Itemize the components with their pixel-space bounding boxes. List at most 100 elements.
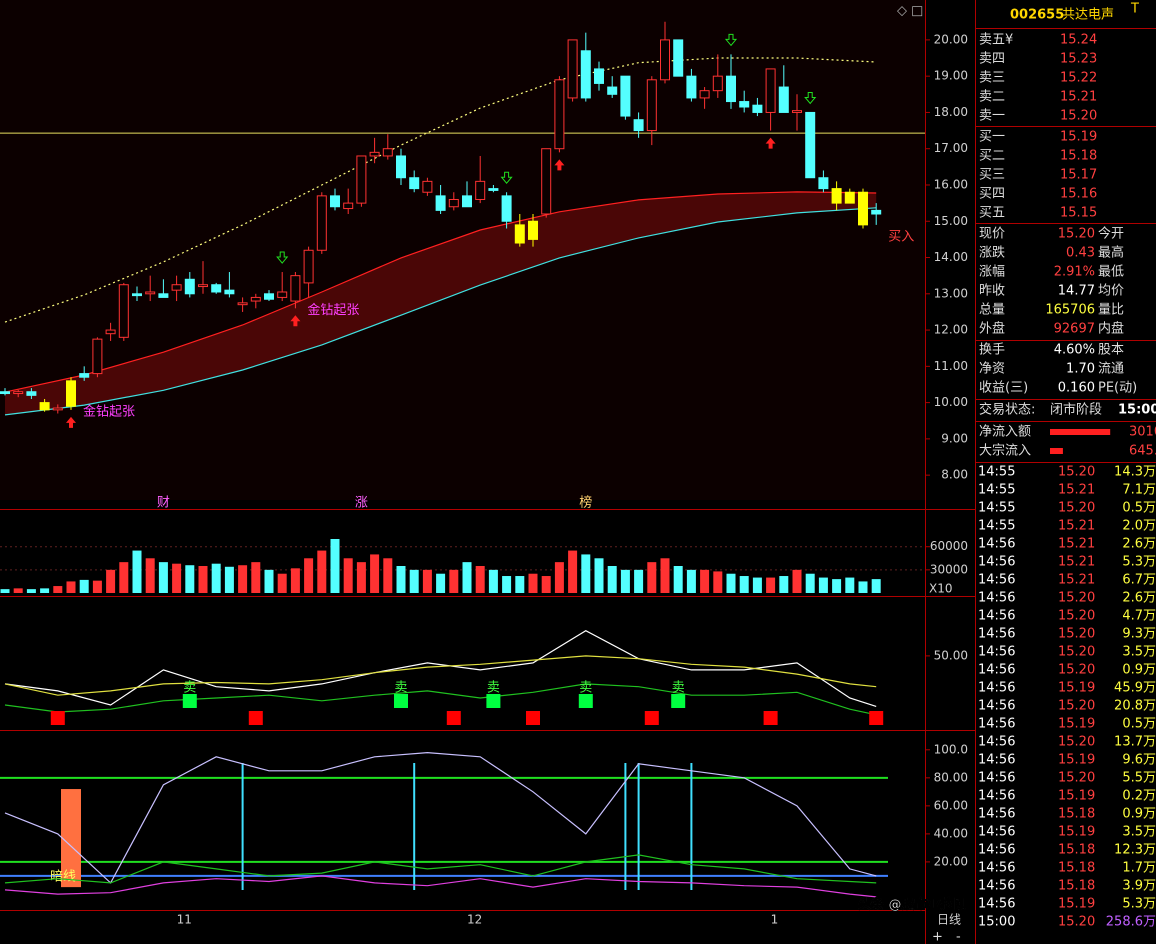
trade-volume: 2.0万 (1122, 519, 1156, 534)
sell-marker (578, 694, 593, 708)
book-price: 15.21 (1060, 90, 1097, 105)
trade-price: 15.19 (1058, 897, 1095, 912)
indicator-line (4, 191, 877, 393)
volume-bar (277, 573, 287, 593)
annotation: 金钻起张 (83, 403, 135, 419)
volume-bar (409, 569, 419, 593)
candle-body (26, 391, 37, 396)
fund-value: 1.70 (1066, 362, 1095, 377)
buy-arrow (765, 137, 776, 149)
trade-time: 14:56 (978, 717, 1015, 732)
trade-time: 14:56 (978, 681, 1015, 696)
indicator-line (4, 57, 877, 323)
icon[interactable]: □ (911, 4, 923, 19)
volume-bar (396, 566, 406, 593)
trade-time: 14:55 (978, 465, 1015, 480)
zoom-out[interactable]: - (956, 930, 961, 944)
trade-time: 14:56 (978, 645, 1015, 660)
book-label: 买二 (979, 149, 1005, 164)
y-tick-label: 50.00 (934, 648, 968, 662)
candle-body (805, 111, 816, 179)
candle-body (303, 249, 314, 284)
tag: 榜 (579, 495, 592, 511)
book-label: 卖四 (979, 52, 1005, 67)
book-price: 15.19 (1060, 130, 1097, 145)
trade-volume: 4.7万 (1122, 609, 1156, 624)
stat-value: 92697 (1054, 322, 1095, 337)
icon[interactable]: ◇ (897, 4, 907, 19)
book-label: 买五 (979, 206, 1005, 221)
trade-volume: 0.5万 (1122, 717, 1156, 732)
trade-price: 15.18 (1058, 843, 1095, 858)
volume-bar (713, 571, 723, 593)
y-tick-label: 13.00 (934, 286, 968, 300)
y-tick-label: 8.00 (941, 468, 968, 482)
stat-value: 2.91% (1054, 265, 1095, 280)
trade-volume: 9.3万 (1122, 627, 1156, 642)
candle-body (211, 284, 222, 293)
volume-bar (634, 569, 644, 593)
annotation: 金钻起张 (307, 302, 359, 318)
trade-volume: 3.5万 (1122, 645, 1156, 660)
candle-body (660, 39, 670, 81)
indicator-line (4, 875, 877, 898)
trade-time: 14:56 (978, 771, 1015, 786)
volume-bar (145, 558, 155, 593)
candle-body (79, 373, 90, 378)
y-tick-label: 60000 (930, 539, 968, 553)
candle-body (158, 293, 169, 298)
trade-price: 15.18 (1058, 879, 1095, 894)
candle-body (712, 75, 723, 92)
book-label: 卖一 (979, 109, 1005, 124)
buy-arrow (554, 159, 565, 171)
volume-bar (370, 554, 380, 593)
trade-price: 15.20 (1058, 771, 1095, 786)
volume-bar (462, 562, 472, 593)
volume-bar (106, 569, 116, 593)
stock-flag: T (1130, 2, 1139, 17)
trade-price: 15.20 (1058, 609, 1095, 624)
candle-body (765, 68, 776, 113)
volume-bar (488, 569, 498, 593)
trade-time: 14:56 (978, 753, 1015, 768)
date-label: 11 (177, 913, 192, 927)
period-label: 日线 (937, 913, 961, 927)
sell-marker (486, 694, 501, 708)
book-price: 15.15 (1060, 206, 1097, 221)
stat-label: 均价 (1098, 284, 1124, 299)
volume-bar (172, 563, 182, 593)
volume-bar (343, 558, 353, 593)
trade-time: 14:56 (978, 663, 1015, 678)
stat-label: 内盘 (1098, 321, 1124, 337)
trade-price: 15.19 (1058, 825, 1095, 840)
book-price: 15.24 (1060, 33, 1097, 48)
trade-time: 14:56 (978, 897, 1015, 912)
sell-label: 卖 (579, 681, 592, 696)
volume-bar (449, 569, 459, 593)
candle-body (52, 407, 63, 411)
date-label: 12 (467, 913, 482, 927)
candle-body (739, 101, 750, 108)
zoom-in[interactable]: + (932, 930, 943, 944)
stat-label: 外盘 (979, 321, 1005, 337)
y-tick-label: 12.00 (934, 323, 968, 337)
volume-bar (871, 579, 881, 593)
trade-price: 15.19 (1058, 789, 1095, 804)
volume-bar (541, 576, 551, 593)
trade-time: 14:56 (978, 861, 1015, 876)
trade-price: 15.21 (1058, 483, 1095, 498)
candle-body (316, 195, 327, 251)
candle-body (792, 110, 802, 113)
tag: 涨 (355, 496, 368, 511)
candle-body (13, 391, 24, 395)
candle-body (39, 402, 50, 411)
volume-bar (356, 562, 366, 593)
buy-marker (644, 711, 659, 725)
stat-label: 涨幅 (979, 265, 1005, 280)
stock-code: 002655 (1010, 8, 1064, 23)
stat-label: 最低 (1098, 265, 1124, 280)
sell-label: 卖 (672, 681, 685, 696)
volume-bar (528, 573, 538, 593)
candle-body (66, 380, 76, 407)
trade-price: 15.20 (1058, 735, 1095, 750)
